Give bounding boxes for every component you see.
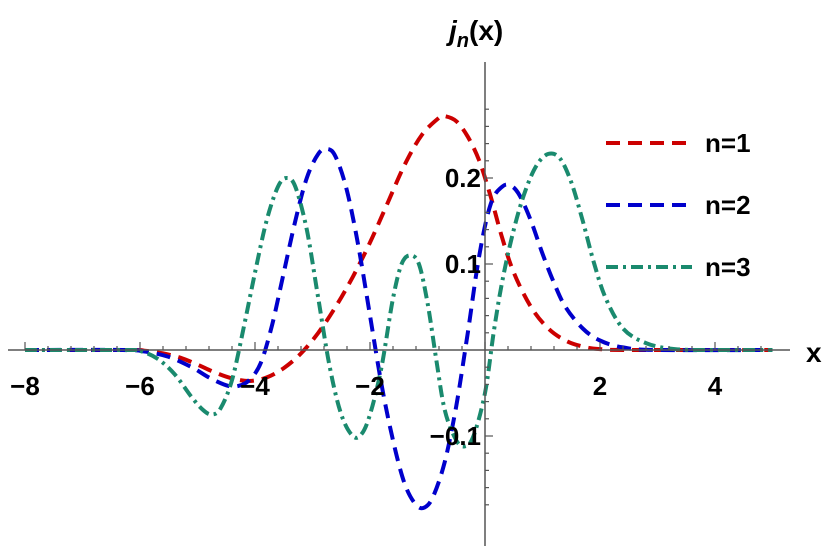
x-tick-label: 2 bbox=[593, 371, 607, 401]
x-tick-label: −8 bbox=[10, 371, 40, 401]
x-tick-label: 4 bbox=[708, 371, 723, 401]
y-label-sub: n bbox=[457, 30, 469, 52]
legend-label: n=1 bbox=[705, 128, 751, 158]
series-line-n=3 bbox=[24, 151, 773, 449]
x-tick-label: −2 bbox=[355, 371, 385, 401]
y-tick-label: 0.2 bbox=[445, 163, 481, 193]
x-tick-label: −6 bbox=[125, 371, 155, 401]
y-tick-label: −0.1 bbox=[430, 421, 481, 451]
ticks-group bbox=[24, 108, 762, 506]
x-axis-label: x bbox=[806, 337, 822, 368]
series-line-n=1 bbox=[24, 113, 773, 384]
x-tick-label: −4 bbox=[240, 371, 270, 401]
y-axis-label: jn(x) bbox=[445, 15, 503, 52]
y-label-rest: (x) bbox=[469, 15, 503, 46]
axes-group bbox=[8, 62, 790, 546]
legend: n=1 n=2 n=3 bbox=[606, 128, 751, 282]
tick-labels-group: −8 −6 −4 −2 2 4 0.2 0.1 −0.1 bbox=[10, 163, 723, 451]
legend-label: n=2 bbox=[705, 190, 751, 220]
curves-group bbox=[24, 113, 773, 511]
series-line-n=2 bbox=[24, 146, 773, 511]
y-label-base: j bbox=[445, 15, 458, 46]
legend-label: n=3 bbox=[705, 252, 751, 282]
y-tick-label: 0.1 bbox=[445, 249, 481, 279]
